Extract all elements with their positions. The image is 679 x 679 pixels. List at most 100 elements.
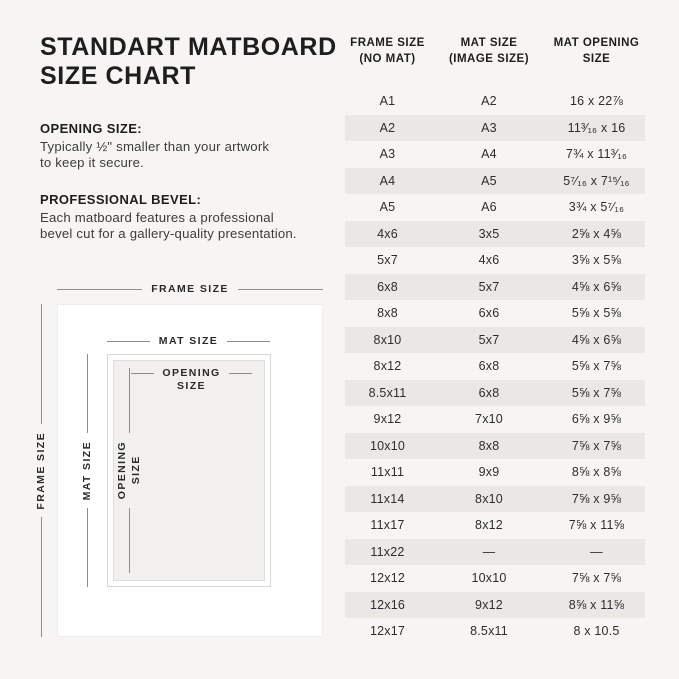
table-cell: 11³⁄₁₆ x 16 (567, 120, 626, 135)
table-cell: 3x5 (478, 226, 500, 241)
table-row: 11x14 8x10 7⅝ x 9⅝ (345, 485, 645, 513)
table-cell: 5⅝ x 7⅝ (571, 359, 622, 374)
opening-size-description: Typically ½" smaller than your artwork t… (40, 139, 270, 171)
opening-size-top-label: OPENING SIZE (131, 367, 253, 392)
table-cell: 8⅝ x 11⅝ (568, 597, 625, 612)
table-cell: A3 (481, 120, 497, 135)
table-cell: 6x8 (377, 279, 398, 294)
opening-size-left-label: OPENING SIZE (115, 368, 142, 574)
table-cell: 12x12 (369, 571, 406, 586)
opening-size-heading: OPENING SIZE: (40, 121, 142, 136)
table-cell: 7¾ x 11³⁄₁₆ (565, 147, 628, 162)
dimension-line (131, 372, 155, 374)
table-row: 5x7 4x6 3⅝ x 5⅝ (345, 247, 645, 274)
professional-bevel-heading: PROFESSIONAL BEVEL: (40, 192, 202, 207)
size-table: FRAME SIZE (NO MAT) MAT SIZE (IMAGE SIZE… (345, 36, 645, 645)
mat-size-top-label: MAT SIZE (107, 335, 271, 347)
frame-size-left-label: FRAME SIZE (34, 304, 48, 637)
header-mat-opening-size: MAT OPENING SIZE (553, 37, 640, 65)
table-cell: 8x8 (377, 306, 398, 321)
table-cell: A4 (379, 173, 396, 188)
table-cell: 8x12 (373, 359, 402, 374)
table-cell: 5⅝ x 7⅝ (571, 385, 622, 400)
table-cell: 6x6 (478, 306, 500, 321)
table-row: A1 A2 16 x 22⅞ (345, 88, 645, 115)
opening-size-section: OPENING SIZE: Typically ½" smaller than … (40, 121, 335, 171)
mat-size-left-label-text: MAT SIZE (80, 440, 93, 501)
table-row: 12x17 8.5x11 8 x 10.5 (345, 618, 645, 645)
table-cell: A6 (481, 200, 497, 215)
dimension-line (107, 340, 150, 342)
table-row: 12x16 9x12 8⅝ x 11⅝ (345, 591, 645, 619)
mat-rect (107, 354, 271, 587)
table-cell: 5⁷⁄₁₆ x 7¹⁵⁄₁₆ (563, 173, 630, 188)
opening-rect (113, 360, 265, 581)
dimension-line (57, 288, 143, 290)
table-cell: 16 x 22⅞ (569, 94, 624, 109)
dimension-line (227, 340, 271, 342)
table-cell: 12x16 (369, 597, 406, 612)
table-cell: 7⅝ x 9⅝ (571, 491, 622, 506)
table-cell: 8 x 10.5 (573, 624, 620, 639)
table-row: 9x12 7x10 6⅝ x 9⅝ (345, 406, 645, 433)
mat-size-top-label-text: MAT SIZE (158, 335, 219, 347)
dimension-line (128, 507, 130, 574)
table-cell: A2 (379, 120, 396, 135)
size-table-header: FRAME SIZE (NO MAT) MAT SIZE (IMAGE SIZE… (345, 36, 645, 67)
table-cell: 6x8 (478, 359, 500, 374)
frame-size-left-label-text: FRAME SIZE (34, 431, 47, 510)
table-cell: 7⅝ x 7⅝ (571, 571, 622, 586)
table-row: 11x11 9x9 8⅝ x 8⅝ (345, 459, 645, 486)
table-cell: 8x10 (475, 491, 503, 506)
table-cell: 4x6 (478, 253, 500, 268)
dimension-line (40, 304, 42, 424)
table-cell: 8.5x11 (470, 624, 508, 639)
size-table-body: A1 A2 16 x 22⅞ A2 A3 11³⁄₁₆ x 16 A3 A4 7¾ x 11³⁄… (345, 88, 645, 645)
dimension-line (86, 508, 88, 588)
opening-size-left-label-text: OPENING SIZE (115, 441, 142, 500)
table-cell: 4x6 (377, 226, 398, 241)
table-cell: 8.5x11 (368, 385, 407, 400)
table-row: 4x6 3x5 2⅝ x 4⅝ (345, 220, 645, 248)
table-cell: A3 (379, 147, 396, 162)
dimension-line (228, 372, 253, 374)
table-cell: 3⅝ x 5⅝ (571, 253, 622, 268)
table-cell: 11x22 (370, 544, 405, 559)
table-cell: 7⅝ x 7⅝ (571, 438, 622, 453)
table-row: 6x8 5x7 4⅝ x 6⅝ (345, 273, 645, 301)
header-mat-size: MAT SIZE (IMAGE SIZE) (448, 37, 530, 65)
table-cell: 5⅝ x 5⅝ (571, 306, 622, 321)
dimension-line (40, 517, 42, 637)
table-cell: 8x8 (478, 438, 500, 453)
opening-size-top-label-text2: SIZE (177, 380, 206, 392)
table-cell: A5 (379, 200, 396, 215)
table-cell: A2 (481, 94, 497, 109)
table-cell: 10x10 (471, 571, 507, 586)
table-cell: 8⅝ x 8⅝ (571, 465, 622, 480)
opening-size-top-label-text: OPENING (162, 367, 221, 379)
table-row: A5 A6 3¾ x 5⁷⁄₁₆ (345, 194, 645, 221)
professional-bevel-section: PROFESSIONAL BEVEL: Each matboard featur… (40, 192, 335, 242)
table-row: 11x22 — — (345, 538, 645, 566)
table-cell: 8x10 (373, 332, 402, 347)
dimension-line (86, 354, 88, 433)
table-cell: 5x7 (377, 253, 398, 268)
table-cell: 12x17 (369, 624, 406, 639)
table-cell: 2⅝ x 4⅝ (571, 226, 622, 241)
table-cell: 5x7 (478, 279, 500, 294)
table-cell: 4⅝ x 6⅝ (571, 279, 622, 294)
table-cell: A4 (481, 147, 497, 162)
table-cell: — (482, 544, 496, 559)
table-cell: 7x10 (475, 412, 503, 427)
table-row: 8.5x11 6x8 5⅝ x 7⅝ (345, 379, 645, 407)
frame-size-top-label-text: FRAME SIZE (151, 283, 229, 295)
professional-bevel-description: Each matboard features a professional be… (40, 210, 297, 242)
dimension-line (128, 368, 130, 434)
table-cell: A5 (481, 173, 497, 188)
table-cell: 10x10 (369, 438, 406, 453)
table-cell: 6⅝ x 9⅝ (571, 412, 622, 427)
table-row: A4 A5 5⁷⁄₁₆ x 7¹⁵⁄₁₆ (345, 167, 645, 195)
table-row: 10x10 8x8 7⅝ x 7⅝ (345, 432, 645, 460)
dimension-line (237, 288, 323, 290)
